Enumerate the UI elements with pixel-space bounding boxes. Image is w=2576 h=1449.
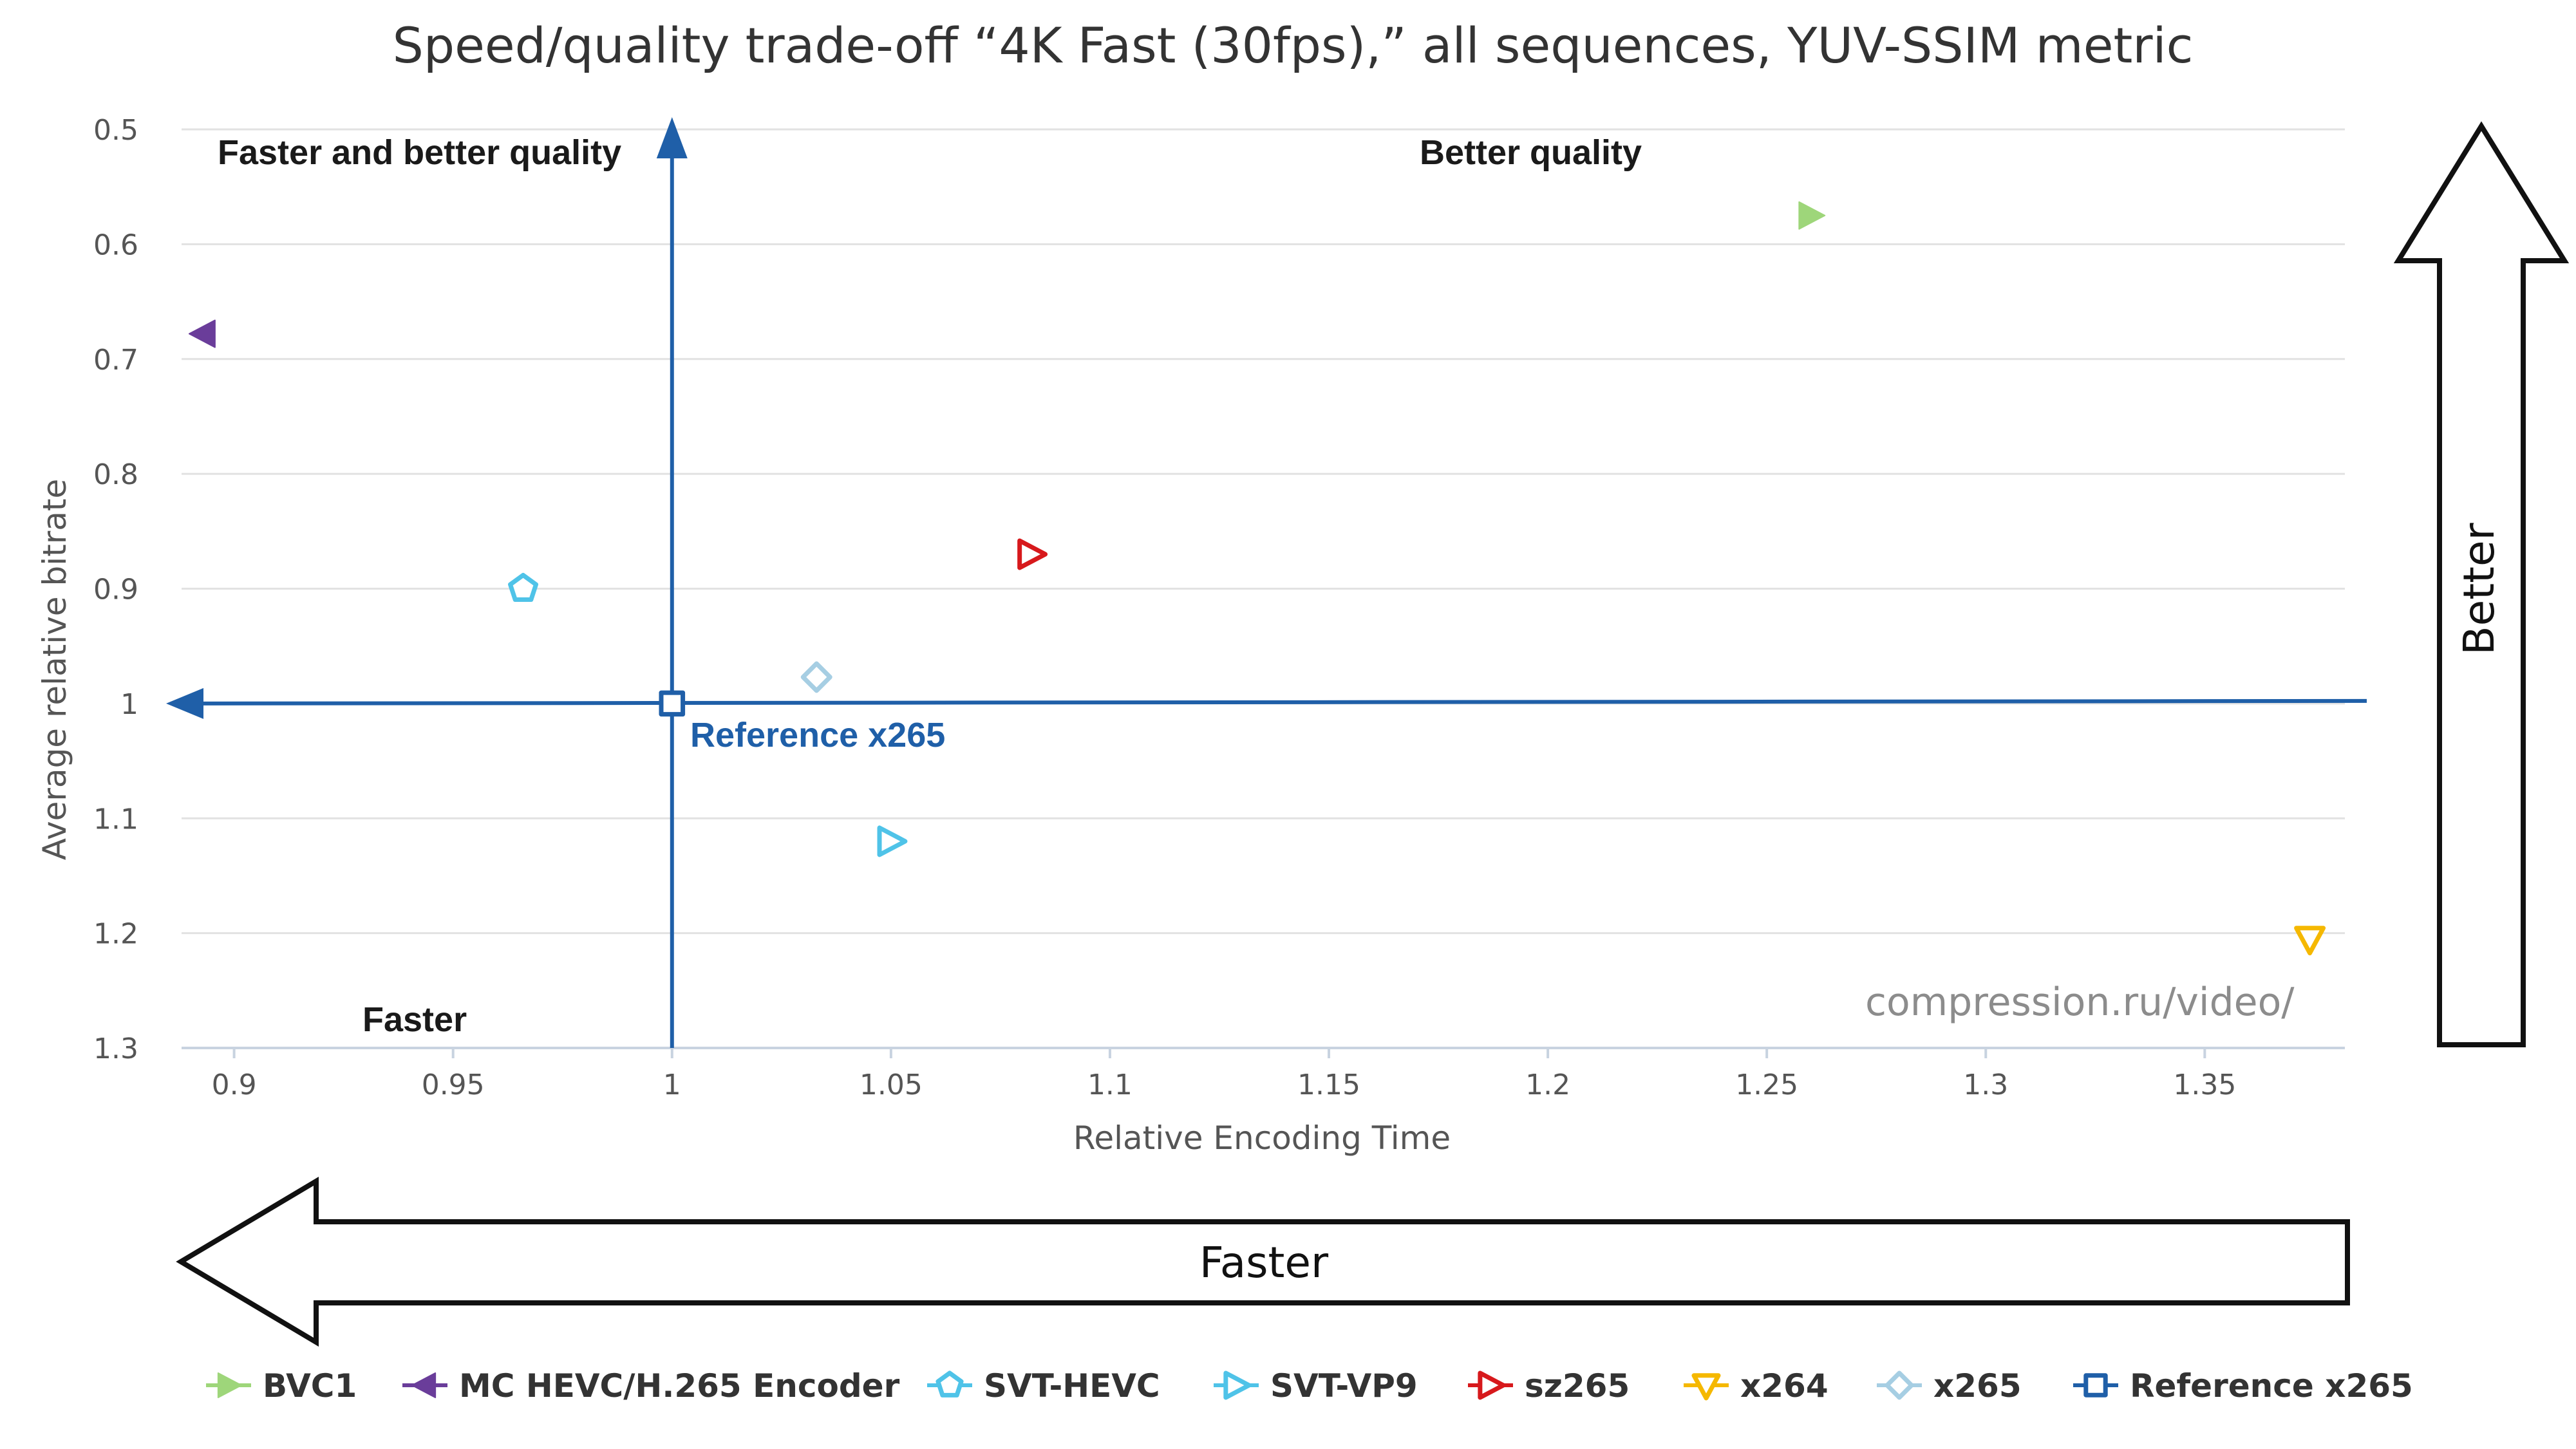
x-tick-label: 1.15: [1297, 1069, 1360, 1101]
legend-label: BVC1: [263, 1367, 357, 1405]
legend-item-mc-hevc-h-265-encoder[interactable]: MC HEVC/H.265 Encoder: [402, 1367, 900, 1405]
y-axis-ticks: 0.5 0.6 0.7 0.8 0.9 1 1.1 1.2 1.3: [93, 114, 138, 1065]
y-tick-label: 1.3: [93, 1033, 138, 1065]
chart-title: Speed/quality trade-off “4K Fast (30fps)…: [393, 17, 2194, 74]
data-point-x265: [800, 661, 832, 693]
legend-item-svt-hevc[interactable]: SVT-HEVC: [927, 1367, 1160, 1405]
x-tick-label: 1.1: [1087, 1069, 1133, 1101]
legend-item-svt-vp9[interactable]: SVT-VP9: [1214, 1367, 1418, 1405]
x-tick-label: 1: [663, 1069, 681, 1101]
legend-marker: [1223, 1370, 1252, 1400]
legend-marker: [411, 1372, 437, 1398]
legend-label: x264: [1740, 1367, 1829, 1405]
y-tick-label: 1: [120, 688, 138, 721]
y-tick-label: 0.5: [93, 114, 138, 147]
x-tick-label: 1.25: [1735, 1069, 1798, 1101]
y-tick-label: 0.6: [93, 229, 138, 261]
legend-item-reference-x265[interactable]: Reference x265: [2073, 1367, 2413, 1405]
y-tick-label: 1.1: [93, 803, 138, 836]
data-point-svt-vp9: [877, 825, 908, 857]
x-axis-ticks: 0.9 0.95 1 1.05 1.1 1.15 1.2 1.25 1.3 1.35: [212, 1048, 2236, 1101]
legend-item-x265[interactable]: x265: [1877, 1367, 2022, 1405]
grid-lines: [182, 128, 2345, 935]
label-faster-and-better-quality: Faster and better quality: [218, 133, 621, 172]
legend-item-sz265[interactable]: sz265: [1468, 1367, 1630, 1405]
legend-label: Reference x265: [2130, 1367, 2413, 1405]
x-tick-label: 0.95: [422, 1069, 485, 1101]
legend-marker: [1691, 1373, 1721, 1401]
x-tick-label: 1.05: [860, 1069, 923, 1101]
legend: BVC1 MC HEVC/H.265 Encoder SVT-HEVC SVT-VP9…: [206, 1367, 2413, 1405]
x-axis-title: Relative Encoding Time: [1073, 1119, 1451, 1157]
data-point-bvc1: [1798, 201, 1826, 230]
data-point-mc-hevc-h-265-encoder: [188, 319, 216, 348]
watermark: compression.ru/video/: [1865, 980, 2295, 1025]
data-point-svt-hevc: [508, 573, 538, 602]
legend-marker: [2083, 1373, 2108, 1398]
legend-marker: [217, 1372, 242, 1398]
label-better-quality: Better quality: [1420, 133, 1642, 172]
y-tick-label: 1.2: [93, 918, 138, 951]
reference-arrow-up: [656, 117, 688, 158]
x-tick-label: 0.9: [212, 1069, 257, 1101]
legend-item-x264[interactable]: x264: [1684, 1367, 1829, 1405]
better-arrow-label: Better: [2454, 522, 2504, 655]
reference-arrow-left: [166, 687, 203, 719]
y-axis-title: Average relative bitrate: [36, 479, 73, 861]
legend-label: SVT-HEVC: [984, 1367, 1160, 1405]
data-point-reference-x265: [659, 690, 686, 717]
legend-marker: [1478, 1370, 1506, 1400]
y-tick-label: 0.7: [93, 344, 138, 377]
legend-label: SVT-VP9: [1270, 1367, 1418, 1405]
x-tick-label: 1.35: [2173, 1069, 2236, 1101]
legend-label: x265: [1933, 1367, 2022, 1405]
x-tick-label: 1.3: [1963, 1069, 2008, 1101]
legend-label: MC HEVC/H.265 Encoder: [459, 1367, 900, 1405]
label-faster: Faster: [362, 1000, 467, 1039]
data-point-x264: [2294, 926, 2326, 956]
y-tick-label: 0.8: [93, 458, 138, 491]
reference-horizontal-line: [202, 698, 2367, 706]
better-arrow: [2393, 121, 2570, 1047]
legend-label: sz265: [1525, 1367, 1630, 1405]
legend-marker: [935, 1370, 964, 1398]
legend-item-bvc1[interactable]: BVC1: [206, 1367, 357, 1405]
data-points: [188, 201, 2326, 956]
faster-arrow: [176, 1176, 2350, 1347]
x-tick-label: 1.2: [1525, 1069, 1570, 1101]
reference-point-label: Reference x265: [690, 716, 945, 754]
faster-arrow-label: Faster: [1199, 1238, 1329, 1287]
y-tick-label: 0.9: [93, 574, 138, 606]
legend-marker: [1885, 1370, 1914, 1400]
data-point-sz265: [1017, 538, 1048, 570]
